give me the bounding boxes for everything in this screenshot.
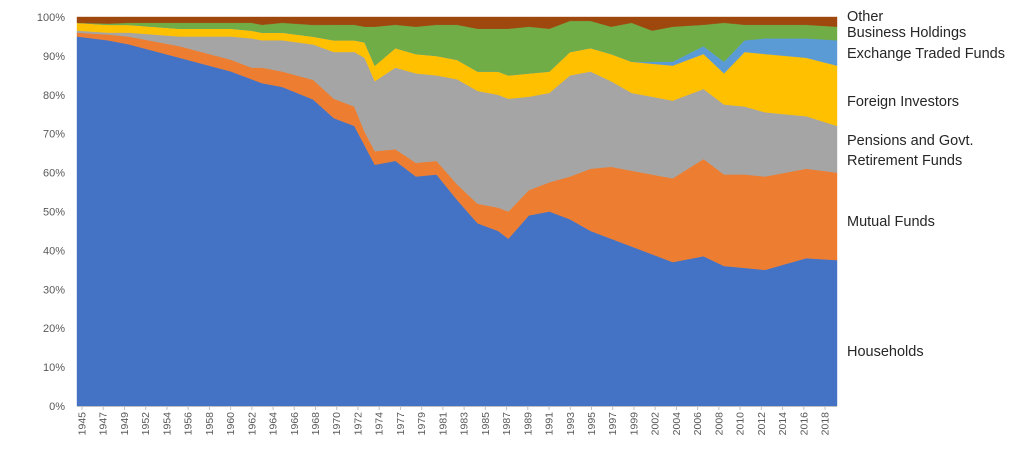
x-tick-label: 1964 xyxy=(268,412,280,436)
x-tick-label: 1972 xyxy=(353,412,365,436)
x-tick-label: 1974 xyxy=(374,412,386,436)
x-tick-label: 1970 xyxy=(331,412,343,436)
x-tick-label: 1991 xyxy=(544,412,556,436)
x-tick-label: 1981 xyxy=(437,412,449,436)
area-other xyxy=(76,16,838,31)
y-tick-label: 100% xyxy=(37,12,65,24)
x-tick-label: 1952 xyxy=(140,412,152,436)
x-tick-label: 1949 xyxy=(119,412,131,436)
x-tick-label: 1979 xyxy=(416,412,428,436)
x-tick-label: 1958 xyxy=(204,412,216,436)
x-tick-label: 2016 xyxy=(798,412,810,436)
x-tick-label: 1968 xyxy=(310,412,322,436)
y-tick-label: 30% xyxy=(43,284,65,296)
x-tick-label: 2004 xyxy=(671,412,683,436)
x-tick-label: 1989 xyxy=(522,412,534,436)
y-tick-label: 20% xyxy=(43,323,65,335)
x-tick-label: 1956 xyxy=(183,412,195,436)
series-label: Mutual Funds xyxy=(847,214,935,230)
x-tick-label: 2006 xyxy=(692,412,704,436)
x-tick-label: 1999 xyxy=(628,412,640,436)
x-tick-label: 1983 xyxy=(459,412,471,436)
x-tick-label: 1987 xyxy=(501,412,513,436)
series-label: Retirement Funds xyxy=(847,153,962,169)
x-tick-label: 1960 xyxy=(225,412,237,436)
x-tick-label: 1985 xyxy=(480,412,492,436)
y-tick-label: 50% xyxy=(43,207,65,219)
series-label: Households xyxy=(847,344,924,360)
x-tick-label: 1977 xyxy=(395,412,407,436)
x-tick-label: 1966 xyxy=(289,412,301,436)
x-tick-label: 1947 xyxy=(98,412,110,436)
y-tick-label: 0% xyxy=(49,401,65,413)
series-label: Foreign Investors xyxy=(847,94,959,110)
series-label: Business Holdings xyxy=(847,25,966,41)
x-tick-label: 1962 xyxy=(246,412,258,436)
area-series-group xyxy=(76,16,838,407)
y-tick-label: 60% xyxy=(43,168,65,180)
x-tick-label: 2010 xyxy=(735,412,747,436)
series-label: Pensions and Govt. xyxy=(847,133,974,149)
y-tick-label: 90% xyxy=(43,51,65,63)
axes-group: 0% 10% 20% 30% 40% 50% 60% 70% 80% 90% 100% 1945 194… xyxy=(37,12,837,435)
series-label: Other xyxy=(847,9,883,25)
y-tick-label: 40% xyxy=(43,245,65,257)
x-tick-label: 1954 xyxy=(161,412,173,436)
x-tick-label: 1945 xyxy=(77,412,89,436)
x-tick-label: 2008 xyxy=(713,412,725,436)
x-tick-label: 2002 xyxy=(650,412,662,436)
x-tick-label: 1995 xyxy=(586,412,598,436)
x-tick-label: 2012 xyxy=(756,412,768,436)
x-tick-label: 2018 xyxy=(820,412,832,436)
y-tick-label: 70% xyxy=(43,129,65,141)
y-tick-label: 80% xyxy=(43,90,65,102)
x-tick-label: 1993 xyxy=(565,412,577,436)
series-label: Exchange Traded Funds xyxy=(847,46,1005,62)
y-tick-label: 10% xyxy=(43,362,65,374)
x-tick-label: 1997 xyxy=(607,412,619,436)
x-tick-label: 2014 xyxy=(777,412,789,436)
